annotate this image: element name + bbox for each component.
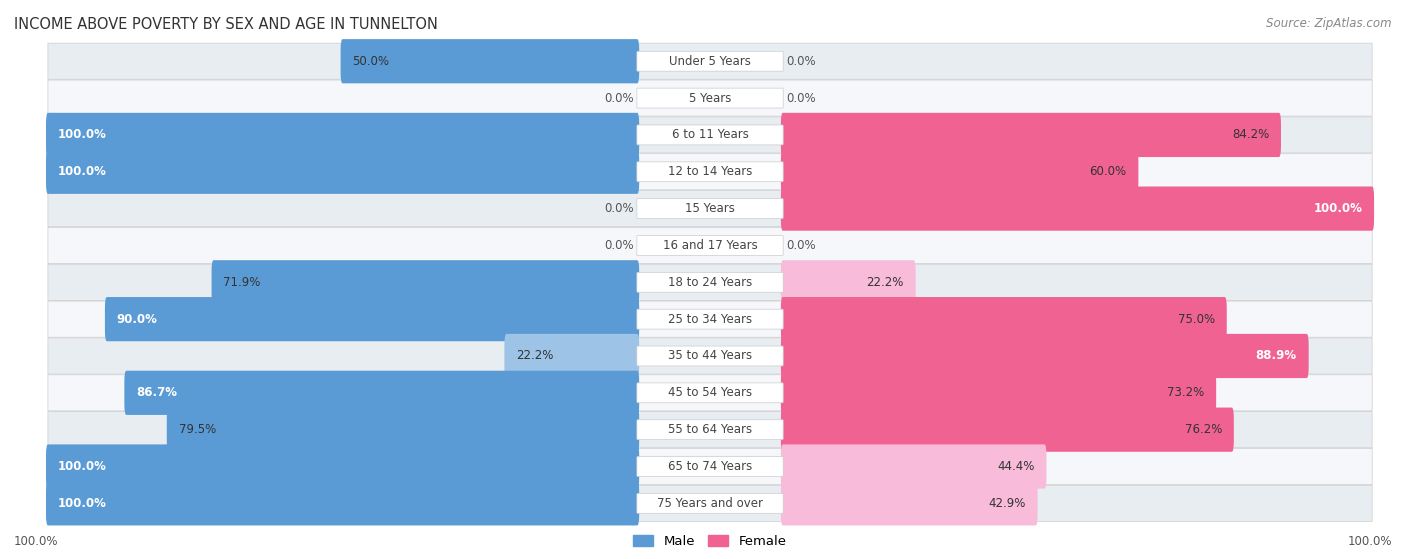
FancyBboxPatch shape	[780, 444, 1046, 489]
Text: 100.0%: 100.0%	[58, 497, 107, 510]
FancyBboxPatch shape	[48, 301, 1372, 337]
Text: INCOME ABOVE POVERTY BY SEX AND AGE IN TUNNELTON: INCOME ABOVE POVERTY BY SEX AND AGE IN T…	[14, 17, 437, 32]
FancyBboxPatch shape	[780, 334, 1309, 378]
Text: 18 to 24 Years: 18 to 24 Years	[668, 276, 752, 289]
FancyBboxPatch shape	[637, 346, 783, 366]
FancyBboxPatch shape	[505, 334, 640, 378]
Text: 22.2%: 22.2%	[866, 276, 904, 289]
Text: 100.0%: 100.0%	[14, 535, 59, 548]
Text: 0.0%: 0.0%	[605, 202, 634, 215]
FancyBboxPatch shape	[48, 448, 1372, 485]
Text: 16 and 17 Years: 16 and 17 Years	[662, 239, 758, 252]
Text: 100.0%: 100.0%	[58, 129, 107, 141]
Text: 5 Years: 5 Years	[689, 92, 731, 105]
FancyBboxPatch shape	[48, 264, 1372, 300]
Text: 35 to 44 Years: 35 to 44 Years	[668, 349, 752, 362]
FancyBboxPatch shape	[48, 43, 1372, 79]
Text: 60.0%: 60.0%	[1090, 165, 1126, 178]
Text: 73.2%: 73.2%	[1167, 386, 1204, 399]
Text: 65 to 74 Years: 65 to 74 Years	[668, 460, 752, 473]
FancyBboxPatch shape	[637, 51, 783, 71]
FancyBboxPatch shape	[48, 375, 1372, 411]
FancyBboxPatch shape	[780, 297, 1227, 341]
Text: 76.2%: 76.2%	[1184, 423, 1222, 436]
FancyBboxPatch shape	[780, 150, 1139, 194]
FancyBboxPatch shape	[780, 408, 1234, 452]
Text: 100.0%: 100.0%	[1347, 535, 1392, 548]
FancyBboxPatch shape	[637, 383, 783, 403]
FancyBboxPatch shape	[48, 191, 1372, 226]
FancyBboxPatch shape	[637, 162, 783, 182]
Text: 90.0%: 90.0%	[117, 312, 157, 326]
FancyBboxPatch shape	[48, 485, 1372, 522]
Text: 25 to 34 Years: 25 to 34 Years	[668, 312, 752, 326]
Text: 71.9%: 71.9%	[224, 276, 262, 289]
Text: 100.0%: 100.0%	[58, 165, 107, 178]
FancyBboxPatch shape	[105, 297, 640, 341]
Legend: Male, Female: Male, Female	[633, 534, 787, 548]
Text: 42.9%: 42.9%	[988, 497, 1026, 510]
FancyBboxPatch shape	[48, 117, 1372, 153]
Text: 84.2%: 84.2%	[1232, 129, 1270, 141]
FancyBboxPatch shape	[637, 88, 783, 108]
FancyBboxPatch shape	[637, 235, 783, 255]
FancyBboxPatch shape	[46, 150, 640, 194]
FancyBboxPatch shape	[124, 371, 640, 415]
FancyBboxPatch shape	[780, 260, 915, 305]
FancyBboxPatch shape	[780, 113, 1281, 157]
Text: 22.2%: 22.2%	[516, 349, 554, 362]
FancyBboxPatch shape	[48, 80, 1372, 116]
FancyBboxPatch shape	[637, 272, 783, 292]
FancyBboxPatch shape	[48, 338, 1372, 374]
Text: 50.0%: 50.0%	[353, 55, 389, 68]
Text: 75.0%: 75.0%	[1178, 312, 1215, 326]
FancyBboxPatch shape	[48, 411, 1372, 448]
Text: Source: ZipAtlas.com: Source: ZipAtlas.com	[1267, 17, 1392, 30]
Text: 0.0%: 0.0%	[786, 92, 815, 105]
Text: 15 Years: 15 Years	[685, 202, 735, 215]
Text: 45 to 54 Years: 45 to 54 Years	[668, 386, 752, 399]
Text: 88.9%: 88.9%	[1256, 349, 1296, 362]
FancyBboxPatch shape	[637, 309, 783, 329]
FancyBboxPatch shape	[46, 113, 640, 157]
FancyBboxPatch shape	[637, 494, 783, 513]
Text: 55 to 64 Years: 55 to 64 Years	[668, 423, 752, 436]
Text: 100.0%: 100.0%	[1313, 202, 1362, 215]
FancyBboxPatch shape	[637, 457, 783, 476]
FancyBboxPatch shape	[340, 39, 640, 83]
FancyBboxPatch shape	[637, 420, 783, 439]
FancyBboxPatch shape	[780, 371, 1216, 415]
Text: 12 to 14 Years: 12 to 14 Years	[668, 165, 752, 178]
FancyBboxPatch shape	[211, 260, 640, 305]
FancyBboxPatch shape	[780, 187, 1374, 231]
FancyBboxPatch shape	[48, 154, 1372, 190]
Text: Under 5 Years: Under 5 Years	[669, 55, 751, 68]
Text: 0.0%: 0.0%	[786, 55, 815, 68]
Text: 0.0%: 0.0%	[605, 92, 634, 105]
Text: 75 Years and over: 75 Years and over	[657, 497, 763, 510]
FancyBboxPatch shape	[46, 481, 640, 525]
FancyBboxPatch shape	[637, 125, 783, 145]
FancyBboxPatch shape	[48, 228, 1372, 263]
FancyBboxPatch shape	[167, 408, 640, 452]
Text: 0.0%: 0.0%	[786, 239, 815, 252]
FancyBboxPatch shape	[780, 481, 1038, 525]
FancyBboxPatch shape	[46, 444, 640, 489]
Text: 0.0%: 0.0%	[605, 239, 634, 252]
Text: 100.0%: 100.0%	[58, 460, 107, 473]
Text: 79.5%: 79.5%	[179, 423, 217, 436]
Text: 6 to 11 Years: 6 to 11 Years	[672, 129, 748, 141]
Text: 86.7%: 86.7%	[136, 386, 177, 399]
FancyBboxPatch shape	[637, 198, 783, 219]
Text: 44.4%: 44.4%	[997, 460, 1035, 473]
